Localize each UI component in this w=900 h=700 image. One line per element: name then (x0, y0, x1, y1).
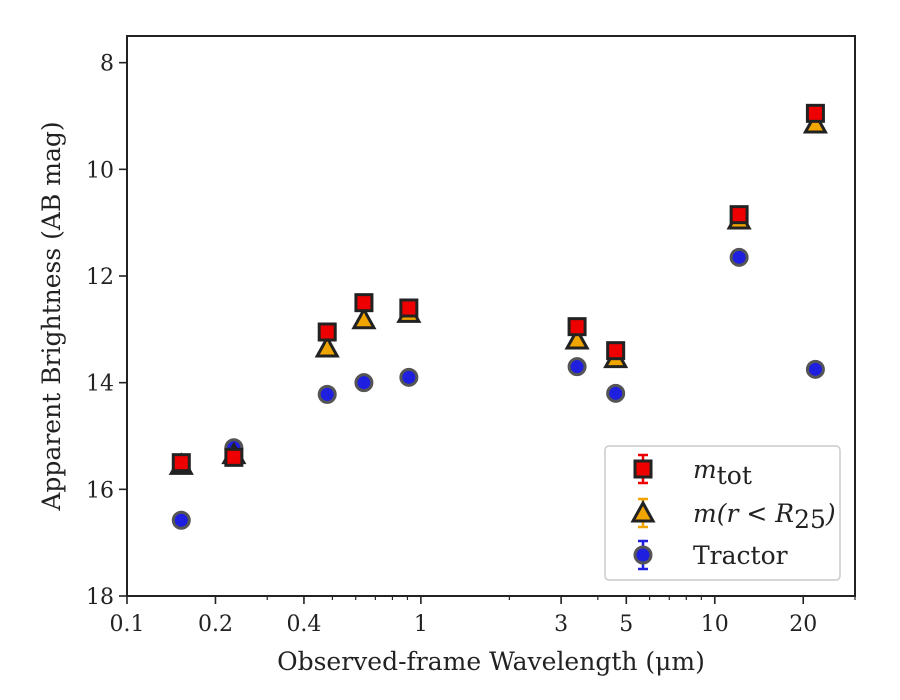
y-tick-label: 12 (86, 265, 114, 290)
y-axis-title: Apparent Brightness (AB mag) (37, 121, 66, 511)
x-tick-label: 0.1 (110, 612, 145, 637)
y-tick-label: 16 (86, 478, 114, 503)
legend: mtot m(r < R25) Tractor (604, 445, 841, 581)
y-tick-label: 18 (86, 585, 114, 610)
x-axis-title: Observed-frame Wavelength (μm) (277, 647, 705, 676)
x-tick-label: 10 (701, 612, 729, 637)
series-triangle (168, 110, 828, 475)
axes: 0.1 0.2 0.4 1 3 5 10 20 8 10 12 14 16 18 (86, 35, 856, 637)
x-tick-label: 3 (554, 612, 568, 637)
legend-box (604, 445, 841, 581)
x-tick-label: 1 (414, 612, 428, 637)
y-tick-label: 8 (100, 52, 114, 77)
x-tick-label: 20 (789, 612, 817, 637)
legend-marker-triangle (630, 499, 656, 523)
legend-marker-square (633, 459, 653, 479)
legend-marker-circle (633, 545, 653, 565)
y-tick-label: 14 (86, 372, 114, 397)
x-tick-label: 0.4 (286, 612, 321, 637)
x-tick-label: 5 (619, 612, 633, 637)
plot-frame (126, 35, 856, 597)
legend-label: m(r < R25) (693, 499, 836, 534)
x-tick-label: 0.2 (198, 612, 233, 637)
series-square (171, 103, 825, 473)
y-tick-label: 10 (86, 158, 114, 183)
legend-label: Tractor (693, 541, 788, 570)
legend-label: mtot (693, 455, 752, 490)
plot-area (168, 103, 828, 530)
